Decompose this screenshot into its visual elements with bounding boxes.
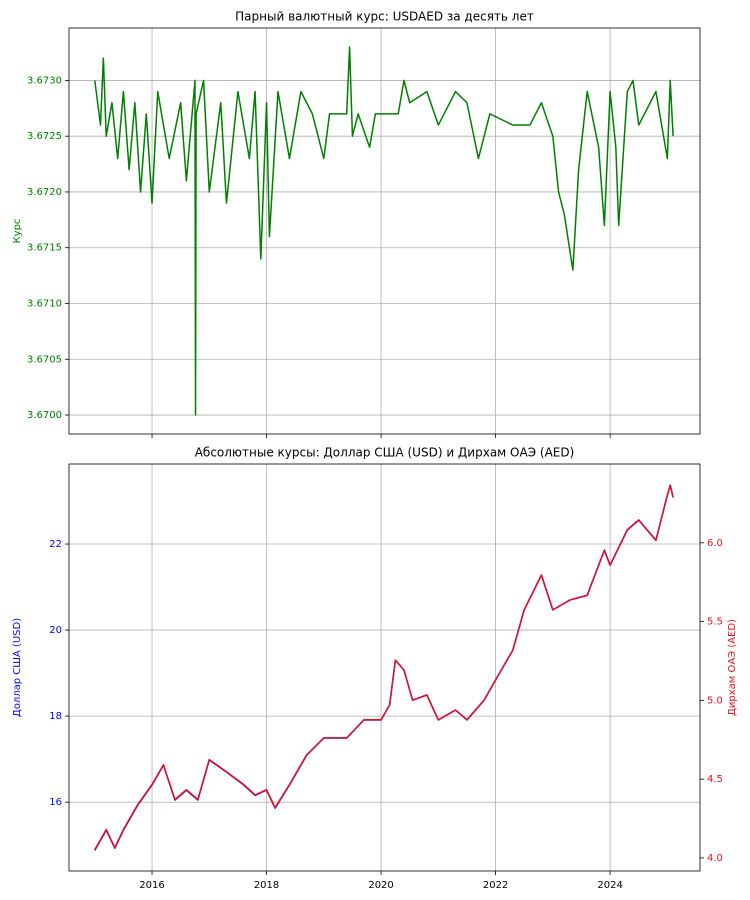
x-tick-label: 2018	[254, 880, 279, 891]
y2-tick-label: 5.5	[707, 617, 723, 628]
subplot: Абсолютные курсы: Доллар США (USD) и Дир…	[12, 446, 738, 892]
y-tick-label: 22	[49, 539, 62, 550]
y-tick-label: 20	[49, 625, 62, 636]
y-axis-label: Курс	[12, 219, 23, 244]
plot-frame	[68, 463, 701, 872]
y2-tick-label: 4.5	[707, 774, 723, 785]
y-tick-label: 3.6710	[27, 299, 62, 310]
series-line	[94, 46, 674, 416]
y2-tick-label: 5.0	[707, 695, 723, 706]
y2-tick-label: 4.0	[707, 853, 723, 864]
x-tick-label: 2024	[597, 880, 622, 891]
y-tick-label: 16	[49, 797, 62, 808]
y-tick-label: 3.6725	[27, 131, 62, 142]
chart-title: Абсолютные курсы: Доллар США (USD) и Дир…	[195, 446, 575, 460]
y-tick-label: 18	[49, 711, 62, 722]
x-tick-label: 2022	[483, 880, 508, 891]
y-tick-label: 3.6700	[27, 410, 62, 421]
y-axis-label: Доллар США (USD)	[12, 618, 23, 717]
series-line	[94, 484, 674, 851]
chart-title: Парный валютный курс: USDAED за десять л…	[235, 10, 534, 24]
plot-frame	[68, 27, 701, 435]
x-tick-label: 2016	[139, 880, 164, 891]
y-tick-label: 3.6715	[27, 243, 62, 254]
y-tick-label: 3.6720	[27, 187, 62, 198]
x-tick-label: 2020	[368, 880, 393, 891]
y2-tick-label: 6.0	[707, 538, 723, 549]
subplot: Парный валютный курс: USDAED за десять л…	[12, 10, 701, 438]
y-tick-label: 3.6730	[27, 75, 62, 86]
y2-axis-label: Дирхам ОАЭ (AED)	[727, 619, 738, 716]
series-line	[94, 484, 674, 851]
y-tick-label: 3.6705	[27, 354, 62, 365]
